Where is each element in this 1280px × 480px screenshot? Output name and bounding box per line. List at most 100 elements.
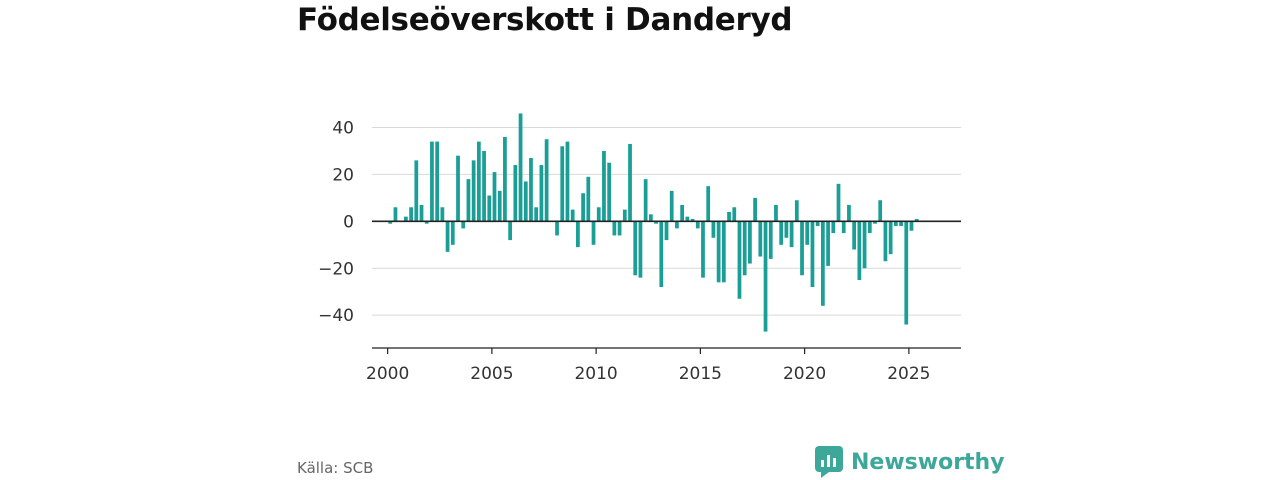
bar bbox=[654, 221, 658, 224]
bar bbox=[539, 165, 544, 222]
bar bbox=[622, 209, 627, 222]
bar bbox=[607, 162, 612, 222]
bar bbox=[471, 160, 476, 222]
bar bbox=[581, 193, 585, 222]
bar bbox=[669, 190, 674, 222]
bar bbox=[753, 197, 757, 222]
bar bbox=[909, 221, 914, 231]
bar bbox=[784, 221, 789, 238]
bar bbox=[450, 221, 455, 245]
source-note: Källa: SCB bbox=[297, 459, 374, 477]
bar bbox=[596, 207, 601, 222]
bar bbox=[727, 211, 731, 222]
bar bbox=[404, 216, 408, 222]
bar bbox=[690, 219, 695, 222]
x-tick-label: 2025 bbox=[887, 364, 930, 384]
bar bbox=[576, 221, 580, 248]
bar bbox=[867, 221, 872, 234]
bar bbox=[393, 207, 398, 222]
bars bbox=[388, 113, 919, 332]
brand-name: Newsworthy bbox=[851, 449, 1005, 475]
bar bbox=[617, 221, 622, 236]
bar bbox=[643, 179, 648, 222]
bar bbox=[847, 204, 851, 222]
bar bbox=[805, 221, 810, 245]
bar bbox=[831, 221, 836, 234]
bar bbox=[534, 207, 539, 222]
bar bbox=[815, 221, 820, 227]
bar bbox=[419, 204, 424, 222]
bar bbox=[810, 221, 815, 288]
bar bbox=[414, 160, 419, 222]
y-tick-label: −20 bbox=[318, 259, 354, 279]
bar bbox=[873, 221, 877, 224]
x-tick-label: 2015 bbox=[679, 364, 722, 384]
bar bbox=[695, 221, 700, 229]
bar bbox=[758, 221, 763, 257]
x-tick-label: 2010 bbox=[574, 364, 617, 384]
bar bbox=[461, 221, 466, 229]
bar bbox=[503, 136, 507, 222]
bar bbox=[628, 143, 632, 222]
y-tick-label: 20 bbox=[332, 165, 354, 185]
y-tick-label: 0 bbox=[343, 212, 354, 232]
bar bbox=[435, 141, 440, 222]
bar bbox=[675, 221, 679, 229]
bar bbox=[800, 221, 804, 276]
bar bbox=[706, 186, 711, 222]
bar bbox=[633, 221, 638, 276]
y-tick-labels: 40 20 0 −20 −40 bbox=[318, 119, 354, 327]
newsworthy-logo-icon bbox=[815, 446, 843, 478]
y-tick-label: 40 bbox=[332, 119, 354, 139]
bar bbox=[893, 221, 898, 227]
bar bbox=[680, 204, 685, 222]
bar bbox=[742, 221, 747, 276]
bar bbox=[716, 221, 721, 283]
chart-title: Födelseöverskott i Danderyd bbox=[297, 2, 793, 38]
bar bbox=[529, 158, 533, 222]
bar bbox=[774, 204, 778, 222]
bar bbox=[560, 146, 565, 222]
bar bbox=[388, 221, 393, 224]
bar bbox=[476, 141, 481, 222]
bar bbox=[836, 183, 841, 222]
bar bbox=[586, 176, 591, 222]
bar bbox=[852, 221, 857, 250]
bar bbox=[482, 150, 486, 222]
bar bbox=[779, 221, 784, 245]
brand-logo: Newsworthy bbox=[815, 446, 1005, 478]
bar bbox=[794, 200, 799, 222]
bar bbox=[430, 141, 434, 222]
bar bbox=[899, 221, 903, 227]
bar bbox=[748, 221, 752, 264]
bar bbox=[857, 221, 862, 280]
bar bbox=[737, 221, 742, 299]
bar bbox=[518, 113, 523, 222]
x-tick-label: 2000 bbox=[366, 364, 409, 384]
bar bbox=[424, 221, 429, 224]
axes bbox=[372, 220, 961, 354]
bar bbox=[492, 172, 497, 222]
bar bbox=[685, 216, 690, 222]
bar bbox=[409, 207, 413, 222]
bar bbox=[570, 209, 575, 222]
bar bbox=[841, 221, 846, 234]
bar bbox=[648, 214, 653, 222]
bar bbox=[440, 207, 445, 222]
bar bbox=[523, 181, 528, 222]
bar bbox=[862, 221, 867, 269]
bar bbox=[602, 150, 606, 222]
bar bbox=[565, 141, 570, 222]
bar bbox=[826, 221, 830, 266]
bar bbox=[445, 221, 450, 252]
bar bbox=[544, 139, 549, 222]
bar bbox=[883, 221, 888, 262]
bar bbox=[888, 221, 893, 255]
bar bbox=[508, 221, 513, 241]
bar bbox=[711, 221, 716, 238]
bar bbox=[820, 221, 825, 306]
x-tick-labels: 2000 2005 2010 2015 2020 2025 bbox=[366, 364, 931, 384]
bar bbox=[763, 221, 768, 332]
bar bbox=[701, 221, 705, 278]
